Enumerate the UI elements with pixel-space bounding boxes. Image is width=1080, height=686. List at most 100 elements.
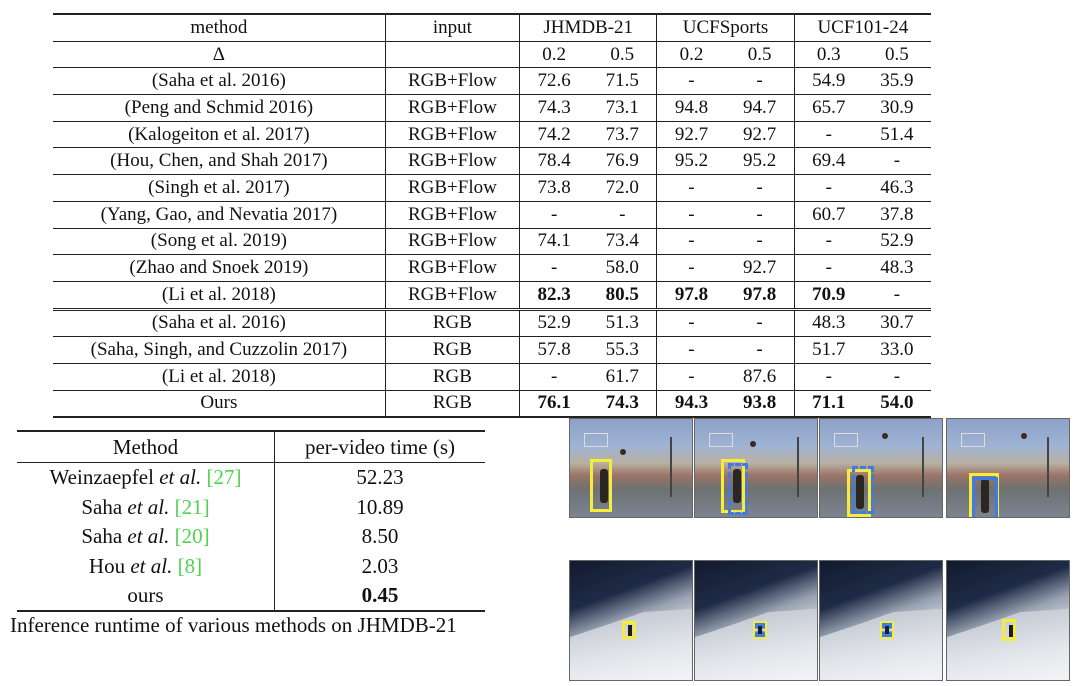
cell-value: 76.1 bbox=[519, 390, 589, 419]
cell-value: 87.6 bbox=[725, 363, 795, 391]
header-input: input bbox=[384, 12, 520, 42]
cell-value: - bbox=[793, 174, 863, 202]
cell-value: 46.3 bbox=[862, 174, 931, 202]
cell-value: 73.7 bbox=[588, 121, 657, 149]
runtime-method-name: Saha bbox=[81, 524, 123, 549]
pole-shape bbox=[670, 437, 672, 497]
runtime-cell-method: Saha et al. [20] bbox=[17, 522, 275, 552]
cell-value: - bbox=[656, 363, 726, 391]
runtime-row: Saha et al. [20] 8.50 bbox=[17, 521, 485, 552]
runtime-method-name: ours bbox=[127, 583, 164, 608]
player-shape bbox=[600, 469, 608, 503]
cell-value: - bbox=[793, 254, 863, 282]
threshold-ucfsports-b: 0.5 bbox=[725, 41, 795, 69]
cell-method: (Saha, Singh, and Cuzzolin 2017) bbox=[53, 336, 386, 364]
runtime-method-etal: et al. bbox=[159, 465, 202, 490]
table-row: (Saha et al. 2016) RGB 52.9 51.3- -48.3 30.7 bbox=[53, 309, 931, 338]
cell-input: RGB+Flow bbox=[384, 254, 520, 282]
cell-value: 76.9 bbox=[588, 147, 657, 176]
cell-value: 52.9 bbox=[862, 228, 931, 256]
runtime-citation-link[interactable]: [21] bbox=[174, 494, 210, 519]
runtime-header-time: per-video time (s) bbox=[274, 430, 485, 463]
cell-input: RGB+Flow bbox=[384, 94, 520, 122]
ground-truth-box bbox=[847, 469, 871, 517]
cell-value: - bbox=[862, 363, 931, 391]
runtime-cell-method: ours bbox=[17, 580, 275, 612]
runtime-row: Hou et al. [8] 2.03 bbox=[17, 551, 485, 581]
cell-value: 61.7 bbox=[588, 363, 657, 391]
cell-method: (Saha et al. 2016) bbox=[53, 309, 386, 338]
runtime-cell-method: Hou et al. [8] bbox=[17, 551, 275, 581]
cell-value: 92.7 bbox=[656, 121, 726, 149]
cell-value: - bbox=[725, 67, 795, 96]
cell-value: 35.9 bbox=[862, 67, 931, 96]
runtime-method-etal: et al. bbox=[127, 494, 170, 519]
runtime-cell-time: 52.23 bbox=[274, 462, 485, 492]
table-row: (Song et al. 2019) RGB+Flow 74.1 73.4- - -52.… bbox=[53, 228, 931, 256]
cell-value: 72.6 bbox=[519, 67, 589, 96]
runtime-cell-time: 10.89 bbox=[274, 492, 485, 522]
runtime-method-etal: et al. bbox=[127, 524, 170, 549]
pole-shape bbox=[922, 437, 924, 497]
cell-value: 30.7 bbox=[862, 309, 931, 338]
cell-value: 93.8 bbox=[725, 390, 795, 419]
cell-value: 30.9 bbox=[862, 94, 931, 122]
cell-value: - bbox=[793, 363, 863, 391]
cell-value: 74.3 bbox=[588, 390, 657, 419]
cell-method: (Singh et al. 2017) bbox=[53, 174, 386, 202]
example-frame-snow-3 bbox=[819, 560, 943, 681]
cell-value: 51.3 bbox=[588, 309, 657, 338]
ground-truth-box bbox=[1002, 619, 1016, 641]
runtime-citation-link[interactable]: [8] bbox=[177, 553, 203, 578]
cell-input: RGB+Flow bbox=[384, 147, 520, 176]
cell-method: (Li et al. 2018) bbox=[53, 363, 386, 391]
cell-input: RGB+Flow bbox=[384, 281, 520, 311]
runtime-cell-method: Saha et al. [21] bbox=[17, 492, 275, 522]
cell-value: - bbox=[519, 254, 589, 282]
runtime-citation-link[interactable]: [27] bbox=[206, 465, 242, 490]
cell-value: 52.9 bbox=[519, 309, 589, 338]
cell-value: 51.7 bbox=[793, 336, 863, 364]
cell-value: - bbox=[656, 174, 726, 202]
hoop-shape bbox=[709, 433, 733, 447]
cell-value: - bbox=[862, 281, 931, 311]
cell-value: 48.3 bbox=[862, 254, 931, 282]
ball-shape bbox=[620, 449, 626, 455]
cell-value: - bbox=[656, 201, 726, 229]
cell-value: - bbox=[656, 254, 726, 282]
runtime-header-method: Method bbox=[17, 430, 275, 463]
threshold-jhmdb-a: 0.2 bbox=[519, 41, 589, 69]
hoop-shape bbox=[834, 433, 858, 447]
cell-value: - bbox=[656, 309, 726, 338]
cell-value: 74.1 bbox=[519, 228, 589, 256]
example-frame-basketball-2 bbox=[694, 418, 818, 518]
cell-value: - bbox=[725, 174, 795, 202]
cell-value: 48.3 bbox=[793, 309, 863, 338]
runtime-method-name: Hou bbox=[88, 553, 126, 578]
hoop-shape bbox=[584, 433, 608, 447]
header-ucfsports: UCFSports bbox=[656, 12, 795, 42]
cell-value: 94.7 bbox=[725, 94, 795, 122]
cell-value: 58.0 bbox=[588, 254, 657, 282]
header-delta: Δ bbox=[53, 41, 386, 69]
runtime-cell-method: Weinzaepfel et al. [27] bbox=[17, 462, 275, 492]
prediction-box bbox=[728, 463, 748, 515]
cell-value: - bbox=[725, 228, 795, 256]
threshold-jhmdb-b: 0.5 bbox=[588, 41, 657, 69]
ground-truth-box bbox=[590, 459, 612, 512]
cell-value: 74.2 bbox=[519, 121, 589, 149]
cell-value: 71.1 bbox=[793, 390, 863, 419]
runtime-table-body: Method per-video time (s) Weinzaepfel et… bbox=[17, 430, 485, 612]
cell-value: 82.3 bbox=[519, 281, 589, 311]
cell-input: RGB bbox=[384, 336, 520, 364]
cell-value: - bbox=[519, 201, 589, 229]
cell-value: - bbox=[725, 201, 795, 229]
hoop-shape bbox=[961, 433, 985, 447]
header-ucf101: UCF101-24 bbox=[793, 12, 931, 42]
runtime-citation-link[interactable]: [20] bbox=[174, 524, 210, 549]
cell-input: RGB+Flow bbox=[384, 228, 520, 256]
cell-value: - bbox=[793, 228, 863, 256]
cell-value: 73.4 bbox=[588, 228, 657, 256]
header-row-thresholds: Δ 0.2 0.5 0.2 0.5 0.3 0.5 bbox=[53, 41, 931, 69]
cell-value: - bbox=[656, 228, 726, 256]
